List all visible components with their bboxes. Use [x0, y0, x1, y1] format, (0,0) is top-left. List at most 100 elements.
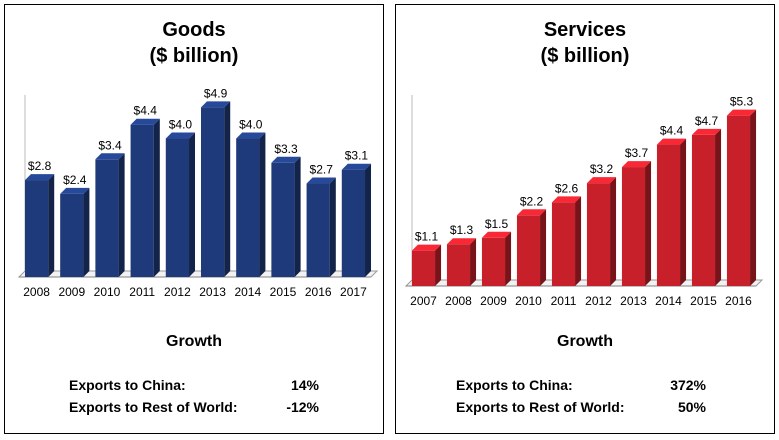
bar-side	[153, 118, 160, 277]
x-tick-label: 2016	[725, 294, 752, 308]
bar-front	[656, 144, 681, 286]
growth-value: -12%	[286, 399, 319, 415]
bar-front	[236, 138, 260, 277]
goods-chart: $2.8 2008 $2.4 2009 $3.4 2010 $4.4 2011 $4.0 2012…	[17, 86, 379, 299]
services-title: Services	[543, 19, 627, 41]
bar-side	[645, 161, 652, 286]
growth-label: Exports to China:	[69, 377, 186, 393]
bar-top	[726, 109, 757, 116]
bar-2009	[481, 231, 512, 286]
data-label: $3.1	[345, 149, 369, 163]
bar-side	[610, 177, 617, 286]
bar-2010	[95, 153, 125, 277]
bar-side	[750, 109, 757, 287]
bar-front	[551, 202, 576, 286]
bar-side	[505, 231, 512, 286]
x-tick-label: 2015	[270, 285, 297, 299]
bar-side	[540, 209, 547, 286]
x-tick-label: 2011	[129, 285, 155, 299]
bar-2015	[691, 128, 722, 286]
x-tick-label: 2014	[234, 285, 261, 299]
bar-front	[586, 183, 611, 286]
bar-top	[481, 231, 512, 238]
data-label: $2.7	[310, 163, 334, 177]
bar-top	[551, 196, 582, 203]
goods-subtitle: ($ billion)	[149, 45, 239, 67]
bar-top	[306, 177, 336, 184]
bar-front	[341, 169, 366, 277]
bar-2017	[341, 163, 372, 277]
x-tick-label: 2015	[690, 294, 717, 308]
x-tick-label: 2013	[620, 294, 647, 308]
bar-side	[329, 177, 336, 277]
growth-value: 50%	[677, 399, 706, 415]
bar-2016	[306, 177, 336, 277]
data-label: $1.1	[415, 230, 439, 244]
bar-top	[95, 153, 125, 160]
bar-side	[259, 132, 266, 277]
bar-top	[656, 138, 687, 145]
services-growth-row-china: Exports to China: 372%	[456, 377, 706, 395]
bar-side	[365, 163, 372, 277]
bar-front	[446, 244, 471, 286]
bar-side	[118, 153, 125, 277]
goods-growth-row-china: Exports to China: 14%	[69, 377, 319, 395]
bar-front	[24, 180, 49, 277]
bar-2014	[656, 138, 687, 286]
data-label: $2.4	[63, 173, 87, 187]
x-tick-label: 2016	[305, 285, 332, 299]
data-label: $2.2	[520, 194, 544, 208]
bar-front	[726, 115, 751, 287]
growth-value: 372%	[670, 377, 706, 393]
data-label: $3.4	[98, 138, 122, 152]
data-label: $4.0	[169, 118, 193, 132]
x-tick-label: 2011	[551, 294, 577, 308]
bar-2013	[200, 101, 231, 277]
bar-top	[165, 132, 196, 139]
data-label: $3.7	[625, 146, 649, 160]
services-growth-row-rest: Exports to Rest of World: 50%	[456, 399, 706, 417]
bar-2011	[551, 196, 582, 286]
bar-top	[271, 156, 301, 163]
x-tick-label: 2009	[58, 285, 85, 299]
bar-front	[481, 237, 506, 286]
bar-front	[691, 134, 716, 286]
bar-top	[516, 209, 547, 216]
bar-2007	[411, 244, 442, 286]
bar-top	[411, 244, 442, 251]
services-chart: $1.1 2007 $1.3 2008 $1.5 2009 $2.2 2010 $2.6 2011…	[404, 95, 764, 308]
growth-label: Exports to China:	[456, 377, 573, 393]
bar-2010	[516, 209, 547, 286]
data-label: $3.3	[274, 142, 298, 156]
x-tick-label: 2017	[340, 285, 367, 299]
bar-top	[341, 163, 372, 170]
bar-2013	[621, 161, 652, 286]
x-tick-label: 2009	[480, 294, 507, 308]
data-label: $3.2	[590, 162, 614, 176]
bar-side	[294, 156, 301, 277]
growth-label: Exports to Rest of World:	[456, 399, 625, 415]
bar-2014	[236, 132, 266, 277]
growth-value: 14%	[290, 377, 319, 393]
bar-2012	[586, 177, 617, 286]
bar-front	[306, 183, 330, 277]
bar-top	[236, 132, 266, 139]
data-label: $4.9	[204, 86, 228, 100]
bar-2012	[165, 132, 196, 277]
bar-side	[224, 101, 231, 277]
bar-side	[575, 196, 582, 286]
bar-front	[200, 107, 225, 277]
data-label: $5.3	[730, 95, 754, 109]
x-tick-label: 2008	[23, 285, 50, 299]
bar-front	[165, 138, 190, 277]
bar-front	[60, 193, 84, 277]
bar-front	[130, 124, 154, 277]
bar-top	[24, 174, 55, 181]
bar-front	[95, 159, 119, 277]
bar-side	[435, 244, 442, 286]
bar-front	[271, 162, 295, 277]
bar-front	[516, 215, 541, 286]
x-tick-label: 2012	[164, 285, 191, 299]
x-tick-label: 2007	[410, 294, 437, 308]
x-tick-label: 2008	[445, 294, 472, 308]
